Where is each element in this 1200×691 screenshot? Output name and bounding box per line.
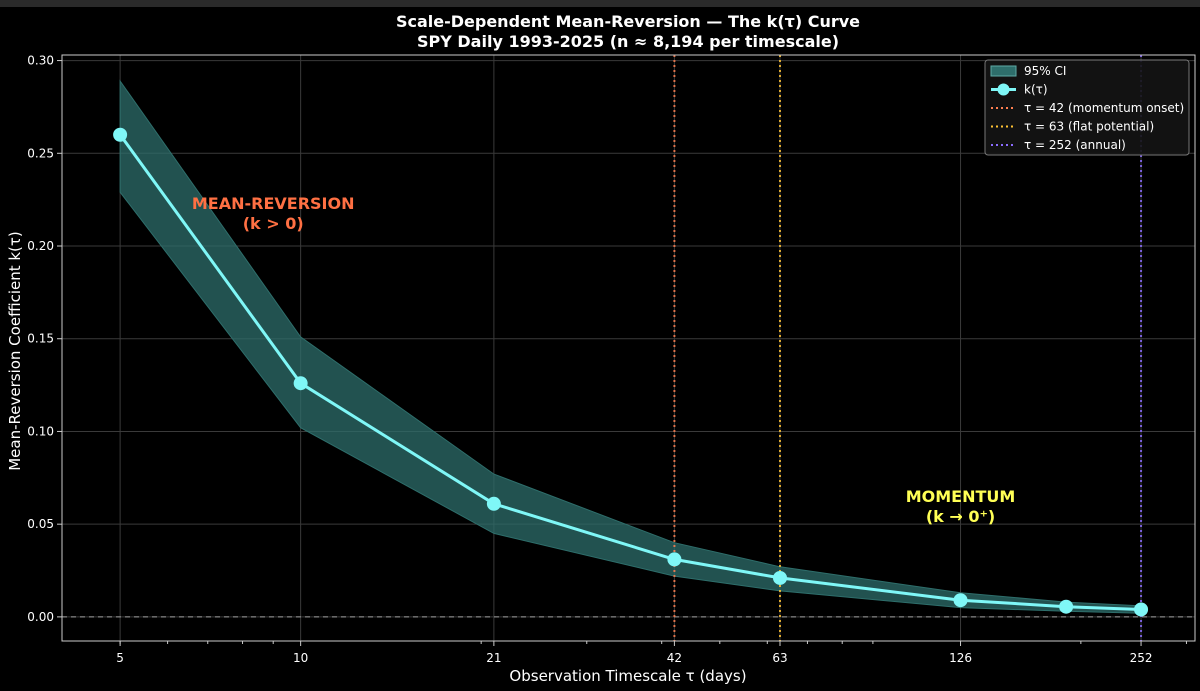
data-point — [1059, 599, 1074, 614]
mean-reversion-annotation: (k > 0) — [243, 214, 304, 233]
k-tau-line — [118, 133, 1142, 611]
y-tick-label: 0.30 — [27, 54, 54, 68]
y-tick-label: 0.25 — [27, 146, 54, 160]
chart-subtitle: SPY Daily 1993-2025 (n ≈ 8,194 per times… — [417, 32, 839, 51]
momentum-annotation: (k → 0⁺) — [926, 507, 995, 526]
plot-frame — [61, 54, 1196, 642]
x-tick-label: 42 — [667, 651, 682, 665]
data-point — [486, 496, 501, 511]
data-point — [113, 127, 128, 142]
y-tick-label: 0.00 — [27, 610, 54, 624]
x-tick-label: 10 — [293, 651, 308, 665]
mean-reversion-annotation: MEAN-REVERSION — [192, 194, 355, 213]
data-point — [953, 593, 968, 608]
chart-title: Scale-Dependent Mean-Reversion — The k(τ… — [396, 12, 860, 31]
x-tick-label: 126 — [949, 651, 972, 665]
data-point — [1134, 602, 1149, 617]
legend-label-vline: τ = 42 (momentum onset) — [1024, 101, 1184, 115]
legend-marker-series — [997, 83, 1010, 96]
legend-box — [984, 59, 1190, 156]
y-tick-label: 0.10 — [27, 424, 54, 438]
axes-group: 0.00 0.05 0.10 0.15 0.20 0.25 0.30 5 10 21 42 63 126… — [27, 54, 1196, 665]
y-tick-label: 0.15 — [27, 332, 54, 346]
momentum-annotation: MOMENTUM — [906, 487, 1016, 506]
annotations-group: MEAN-REVERSION(k > 0) MOMENTUM(k → 0⁺) — [192, 194, 1015, 526]
data-point — [667, 552, 682, 567]
x-tick-label: 21 — [486, 651, 501, 665]
y-axis-label: Mean-Reversion Coefficient k(τ) — [6, 231, 24, 471]
legend-label-series: k(τ) — [1024, 83, 1048, 97]
x-tick-label: 5 — [116, 651, 124, 665]
legend-swatch-ci — [990, 65, 1017, 77]
legend-label-vline: τ = 252 (annual) — [1024, 138, 1126, 152]
legend-label-ci: 95% CI — [1024, 64, 1066, 78]
x-tick-label: 252 — [1130, 651, 1153, 665]
grid — [62, 55, 1195, 641]
series-group — [113, 127, 1149, 617]
y-tick-label: 0.20 — [27, 239, 54, 253]
window-top-strip — [0, 0, 1200, 7]
legend: 95% CI k(τ) τ = 42 (momentum onset) τ = 63 … — [984, 59, 1190, 156]
legend-label-vline: τ = 63 (flat potential) — [1024, 120, 1154, 134]
data-point — [293, 376, 308, 391]
y-tick-label: 0.05 — [27, 517, 54, 531]
data-point — [773, 570, 788, 585]
x-tick-label: 63 — [772, 651, 787, 665]
x-axis-label: Observation Timescale τ (days) — [509, 667, 746, 685]
